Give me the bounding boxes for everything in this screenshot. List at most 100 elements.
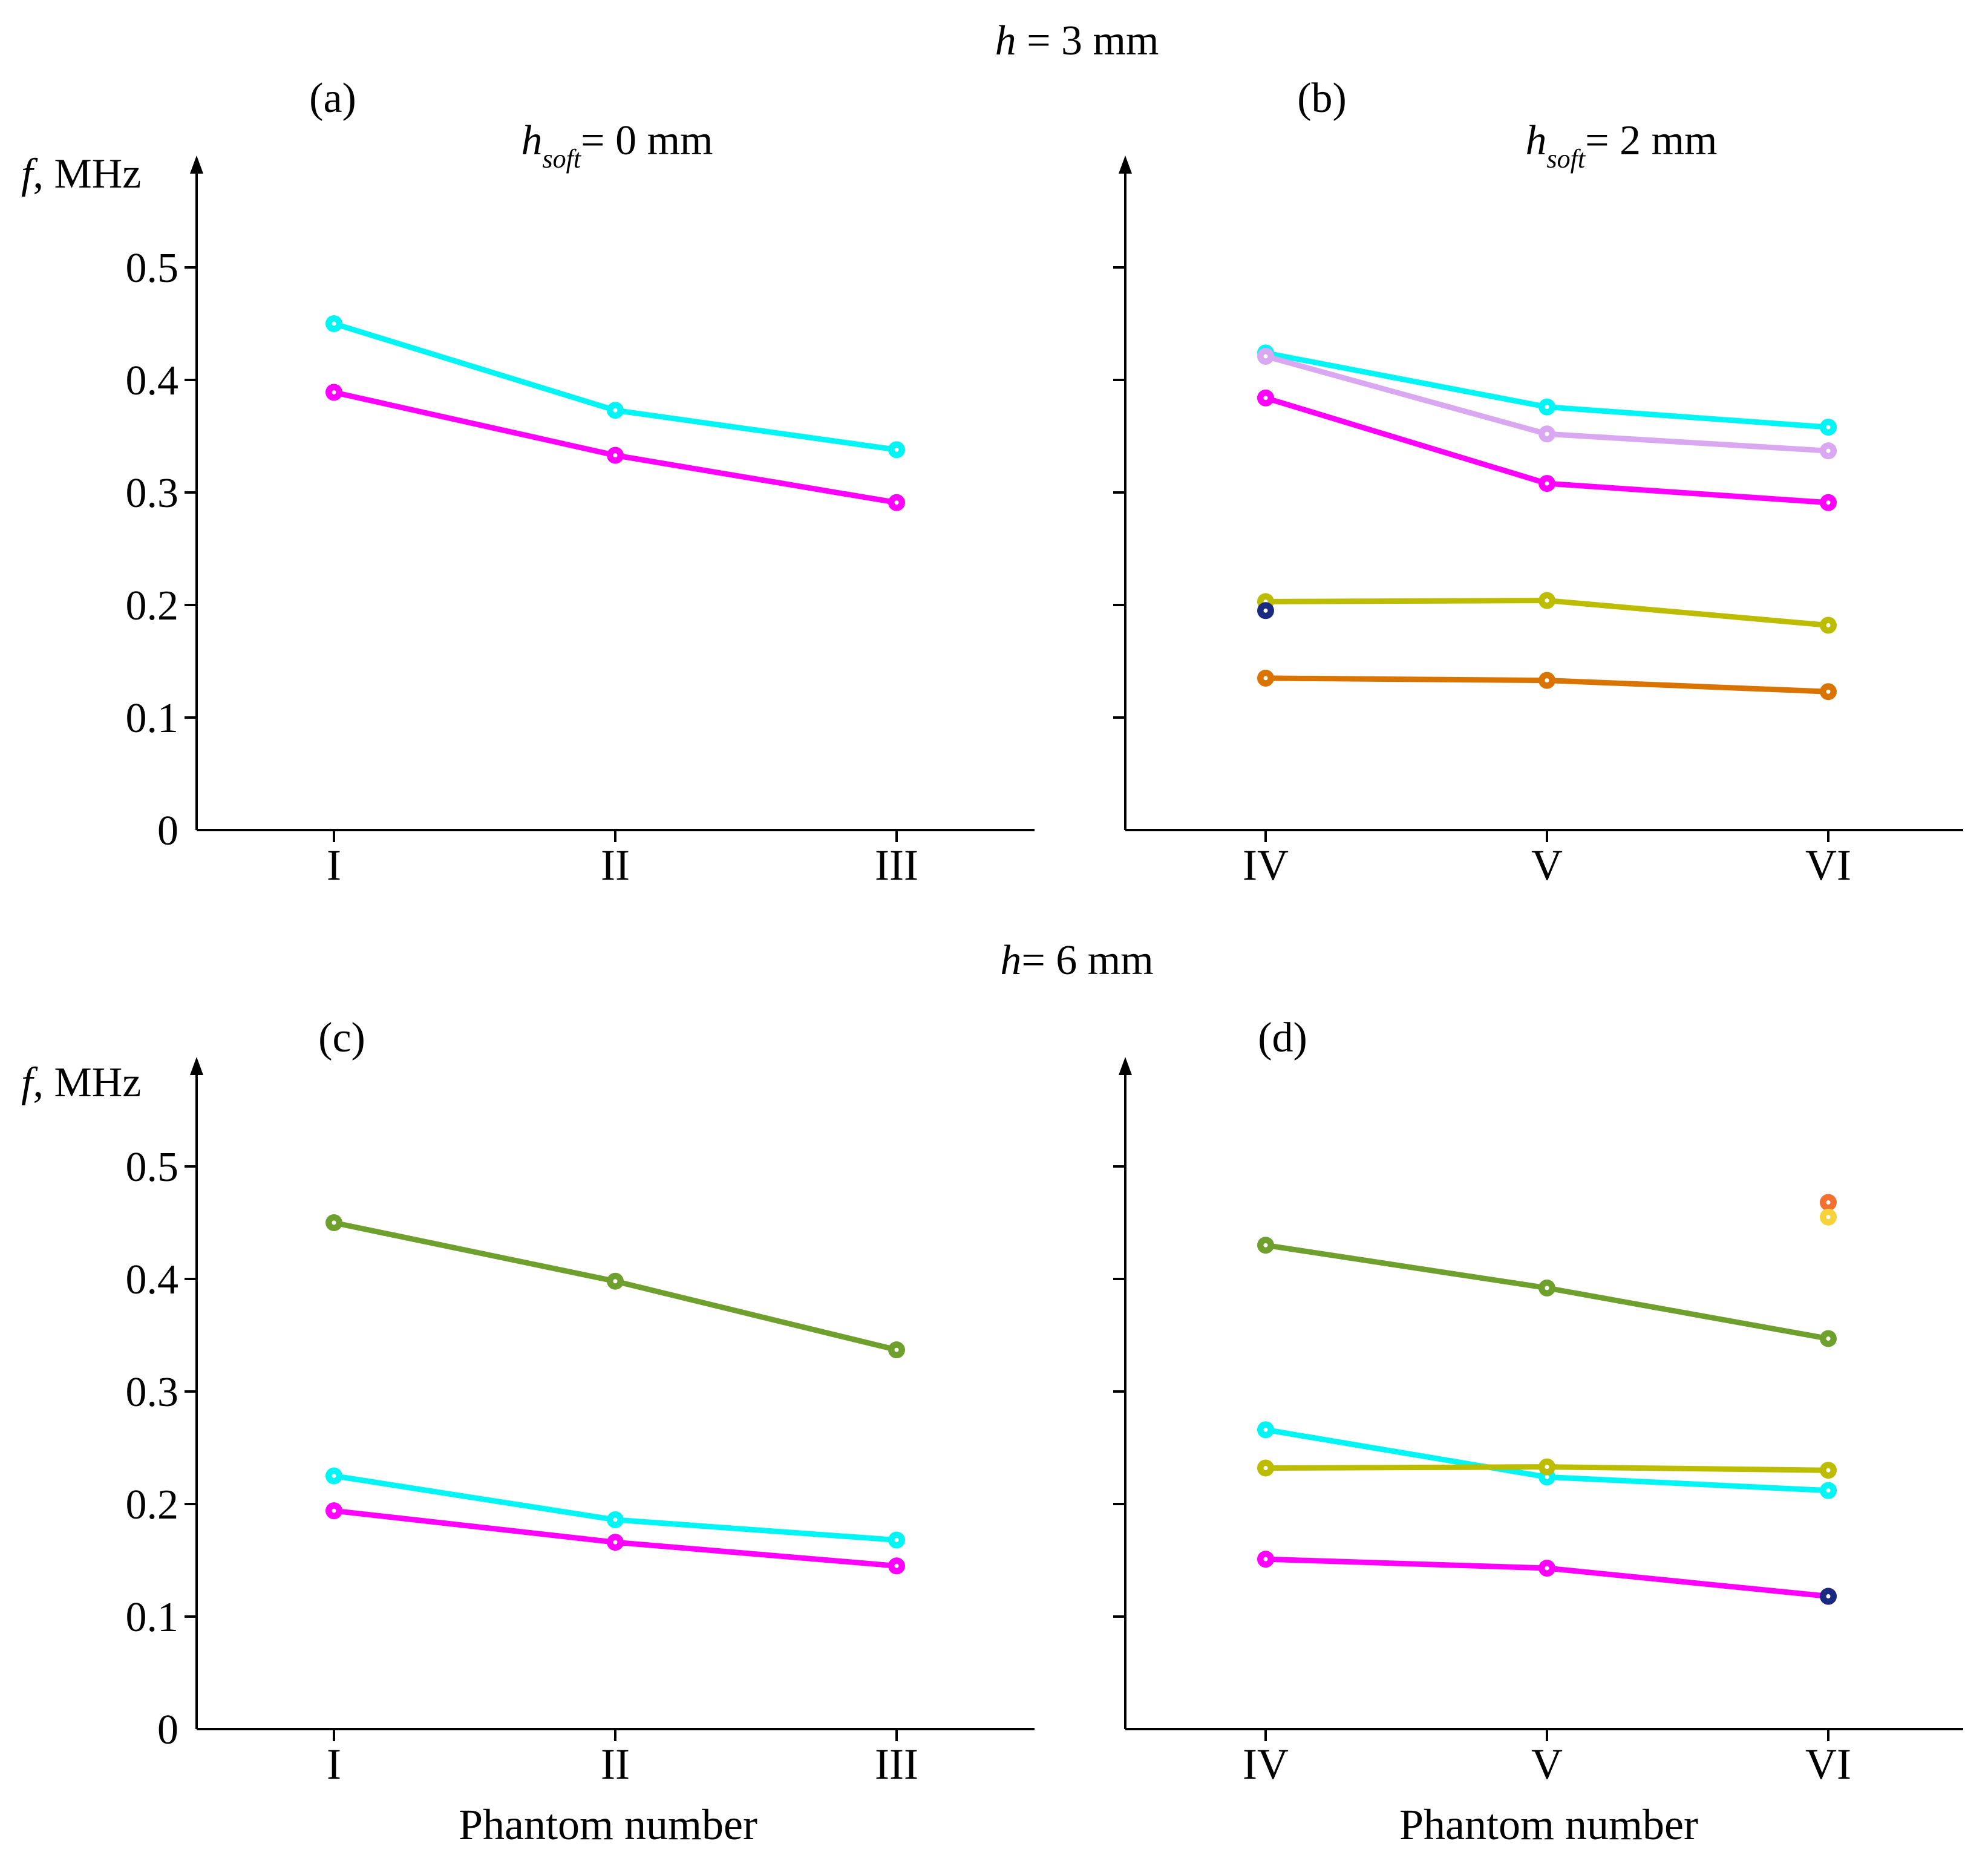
panel-a-point-center [894,447,899,452]
panel-b-title-text: = 2 mm [1585,117,1717,164]
panel-b-point-center [1545,678,1549,683]
panel-a-y-tick-label: 0.3 [126,470,179,517]
panel-a-point-center [894,500,899,505]
panel-a-point-center [332,390,336,394]
panel-a-y-tick-label: 0.5 [126,245,179,292]
y-axis-label-bottom-text: , MHz [33,1059,141,1106]
panel-d-point-center [1826,1594,1831,1599]
panel-a-y-tick-label: 0.4 [126,358,179,404]
y-axis-label-bottom: f, MHz [21,1059,141,1106]
panel-b-title-var: h [1526,117,1547,164]
panel-d-point-center [1826,1488,1831,1493]
panel-d-point-center [1263,1243,1268,1248]
panel-d-series-magenta [1257,1551,1837,1605]
panel-a-x-tick-label: III [875,841,918,889]
x-axis-label-c: Phantom number [459,1800,757,1849]
panel-d-x-tick-label: IV [1243,1740,1289,1788]
panel-b-series-lavender [1257,347,1837,460]
panel-c-x-tick-label: II [601,1740,630,1788]
panel-b-point-center [1263,354,1268,359]
panel-a-point-center [613,453,618,458]
panel-a-y-tick-label: 0.2 [126,583,179,629]
panel-b-point-center [1545,405,1549,410]
panel-d-point-center [1826,1215,1831,1220]
row-title-bottom-text: = 6 mm [1021,937,1153,984]
panel-c: (c)00.10.20.30.40.5I II III [126,1015,1035,1788]
panel-c-y-tick-label: 0.1 [126,1594,179,1641]
panel-d-point-center [1826,1336,1831,1341]
panel-a-series-magenta [325,384,905,511]
panel-d-point-center [1263,1557,1268,1562]
panel-c-point-center [894,1563,899,1568]
panel-c-point-center [332,1474,336,1478]
panel-b-point-center [1545,481,1549,486]
panel-d-point-center [1263,1427,1268,1432]
row-title-bottom-var: h [1000,937,1021,984]
panel-d-y-axis-arrow [1119,1057,1132,1075]
y-axis-label-top: f, MHz [21,151,141,197]
panel-c-y-axis-arrow [190,1057,203,1075]
panel-a-y-axis-arrow [190,155,203,174]
panel-c-point-center [613,1517,618,1522]
panel-a-title-var: h [522,117,543,164]
panel-b-point-center [1545,598,1549,603]
panel-a-title-text: = 0 mm [581,117,713,164]
panel-d-point-center [1826,1468,1831,1473]
panel-c-point-center [613,1279,618,1284]
y-axis-label-top-text: , MHz [33,151,141,197]
panel-b-x-tick-label: IV [1243,841,1289,889]
panel-b-title-sub: soft [1547,144,1586,174]
panel-b-point-center [1826,500,1831,505]
panel-a-series-cyan [325,315,905,459]
panel-c-y-tick-label: 0 [157,1707,178,1753]
panel-a-point-center [613,408,618,413]
panel-b-series-magenta [1257,389,1837,511]
panel-d-point-center [1545,1566,1549,1571]
panel-b-point-center [1826,425,1831,430]
panel-b-label: (b) [1297,75,1347,122]
panel-b-line-cyan [1265,350,1829,430]
panel-a-label: (a) [309,75,356,122]
panel-a-title-sub: soft [543,144,582,174]
panel-d-x-tick-label: VI [1805,1740,1851,1788]
row-title-top-var: h [995,18,1016,64]
panel-c-point-center [332,1220,336,1225]
panel-d-point-center [1826,1200,1831,1205]
x-axis-label-d: Phantom number [1399,1800,1698,1849]
panel-d: (d) IV V VI [1113,1015,1963,1788]
panel-c-point-center [894,1538,899,1543]
panel-b: (b) IV V VI [1113,75,1963,889]
row-title-bottom: h= 6 mm [1000,937,1153,984]
panel-b-point-center [1826,689,1831,694]
panel-a-y-tick-label: 0 [157,808,178,854]
panel-c-y-tick-label: 0.2 [126,1482,179,1528]
panel-c-series-green [325,1214,905,1359]
panel-d-point-center [1545,1286,1549,1290]
panel-d-series-green [1257,1237,1837,1347]
panel-b-x-tick-label: VI [1805,841,1851,889]
panel-c-line-cyan [333,1473,897,1543]
panel-b-point-center [1263,396,1268,401]
panel-d-point-center [1263,1465,1268,1470]
panel-c-label: (c) [318,1015,365,1061]
panel-b-title: hsoft= 2 mm [1526,117,1718,174]
panel-c-series-magenta [325,1502,905,1575]
panel-a-line-cyan [333,321,897,453]
panel-c-x-tick-label: I [327,1740,341,1788]
panel-a-x-tick-label: II [601,841,630,889]
panel-d-label: (d) [1258,1015,1307,1061]
panel-a-title: hsoft= 0 mm [522,117,713,174]
row-title-top-text: = 3 mm [1016,18,1159,64]
panel-a-point-center [332,321,336,326]
panel-b-point-center [1826,623,1831,627]
panel-b-point-center [1263,608,1268,613]
panel-b-x-tick-label: V [1531,841,1563,889]
panel-d-point-center [1545,1465,1549,1470]
panel-b-point-center [1263,676,1268,681]
panel-b-point-center [1545,431,1549,436]
panel-c-point-center [613,1540,618,1545]
panel-c-y-tick-label: 0.3 [126,1369,179,1416]
panel-a-y-tick-label: 0.1 [126,695,179,742]
panel-d-point-center [1545,1474,1549,1479]
